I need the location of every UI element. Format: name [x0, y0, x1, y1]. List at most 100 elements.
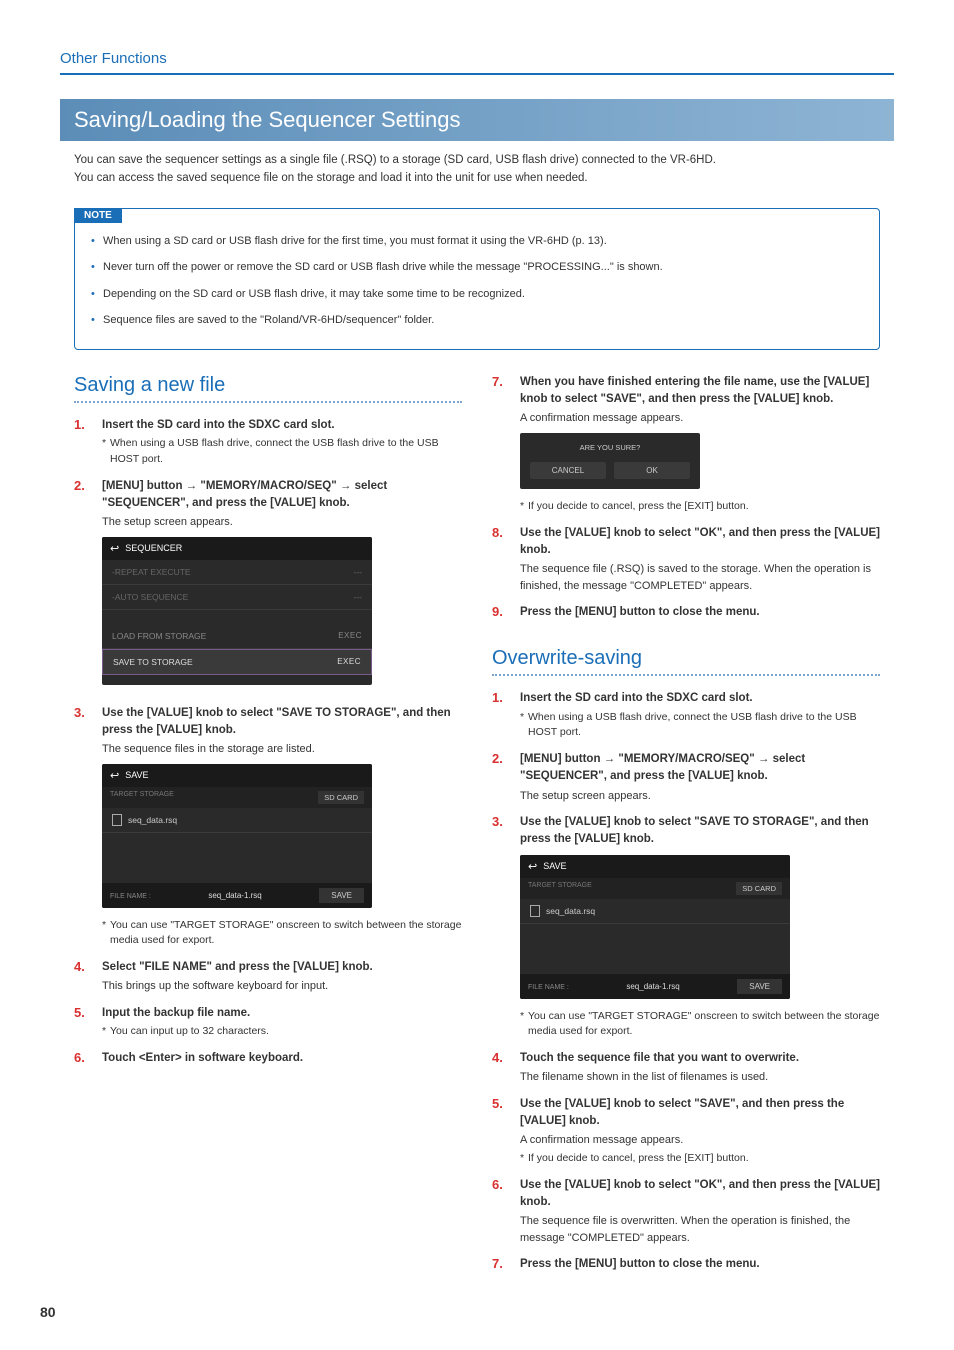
- step: 6. Use the [VALUE] knob to select "OK", …: [492, 1177, 880, 1247]
- step-number: 1.: [74, 417, 92, 468]
- intro-line-2: You can access the saved sequence file o…: [74, 169, 880, 187]
- step-title: Use the [VALUE] knob to select "SAVE", a…: [520, 1096, 880, 1131]
- seq-row-val: ---: [354, 567, 363, 577]
- seq-row-val: ---: [354, 592, 363, 602]
- step-number: 7.: [492, 1256, 510, 1273]
- section-title-overwrite: Overwrite-saving: [492, 647, 880, 670]
- seq-header-label: SEQUENCER: [125, 543, 182, 553]
- sequencer-screenshot: ↩SEQUENCER -REPEAT EXECUTE--- -AUTO SEQU…: [102, 537, 372, 685]
- step: 4. Touch the sequence file that you want…: [492, 1050, 880, 1086]
- step-text: A confirmation message appears.: [520, 410, 880, 427]
- page-number: 80: [40, 1304, 56, 1320]
- step-note: You can use "TARGET STORAGE" onscreen to…: [520, 1009, 880, 1041]
- step-number: 9.: [492, 604, 510, 621]
- confirm-dialog-screenshot: ARE YOU SURE? CANCEL OK: [520, 433, 700, 489]
- back-icon: ↩: [110, 542, 119, 555]
- step-number: 5.: [492, 1096, 510, 1167]
- breadcrumb: Other Functions: [60, 50, 894, 75]
- sd-card-label: SD CARD: [736, 882, 782, 895]
- step-text: This brings up the software keyboard for…: [102, 978, 462, 995]
- intro-line-1: You can save the sequencer settings as a…: [74, 151, 880, 169]
- file-icon: [112, 814, 122, 826]
- step-number: 2.: [74, 478, 92, 695]
- back-icon: ↩: [528, 860, 537, 873]
- step-title: [MENU] button → "MEMORY/MACRO/SEQ" → sel…: [520, 751, 880, 786]
- filename-value: seq_data-1.rsq: [208, 891, 261, 900]
- step: 1. Insert the SD card into the SDXC card…: [74, 417, 462, 468]
- step: 2. [MENU] button → "MEMORY/MACRO/SEQ" → …: [74, 478, 462, 695]
- main-title: Saving/Loading the Sequencer Settings: [60, 99, 894, 141]
- step-number: 4.: [492, 1050, 510, 1086]
- save-header-label: SAVE: [125, 770, 148, 780]
- step-title: Use the [VALUE] knob to select "SAVE TO …: [520, 814, 880, 849]
- step-title: Insert the SD card into the SDXC card sl…: [102, 417, 462, 434]
- step: 3. Use the [VALUE] knob to select "SAVE …: [74, 705, 462, 950]
- step-number: 2.: [492, 751, 510, 804]
- step-note: If you decide to cancel, press the [EXIT…: [520, 1151, 880, 1167]
- step-number: 3.: [492, 814, 510, 1040]
- step-text: The setup screen appears.: [520, 788, 880, 805]
- file-name: seq_data.rsq: [128, 815, 177, 825]
- seq-row-val: EXEC: [338, 631, 362, 641]
- intro-text: You can save the sequencer settings as a…: [60, 151, 894, 188]
- save-header-label: SAVE: [543, 861, 566, 871]
- note-label: NOTE: [74, 208, 122, 223]
- step-number: 7.: [492, 374, 510, 515]
- step-text: The setup screen appears.: [102, 514, 462, 531]
- dotted-divider: [74, 401, 462, 403]
- step: 6. Touch <Enter> in software keyboard.: [74, 1050, 462, 1067]
- step-note: You can input up to 32 characters.: [102, 1024, 462, 1040]
- step-text: The sequence file is overwritten. When t…: [520, 1213, 880, 1246]
- step: 4. Select "FILE NAME" and press the [VAL…: [74, 959, 462, 995]
- step: 9. Press the [MENU] button to close the …: [492, 604, 880, 621]
- step-title: [MENU] button → "MEMORY/MACRO/SEQ" → sel…: [102, 478, 462, 513]
- target-label: TARGET STORAGE: [528, 882, 592, 895]
- step: 5. Input the backup file name. You can i…: [74, 1005, 462, 1040]
- step-title: Touch the sequence file that you want to…: [520, 1050, 880, 1067]
- sd-card-label: SD CARD: [318, 791, 364, 804]
- seq-row-label: LOAD FROM STORAGE: [112, 631, 206, 641]
- step: 7. Press the [MENU] button to close the …: [492, 1256, 880, 1273]
- file-name: seq_data.rsq: [546, 906, 595, 916]
- step-text: The filename shown in the list of filena…: [520, 1069, 880, 1086]
- save-button: SAVE: [319, 888, 364, 903]
- step-title: Use the [VALUE] knob to select "SAVE TO …: [102, 705, 462, 740]
- step-title: Use the [VALUE] knob to select "OK", and…: [520, 525, 880, 560]
- target-label: TARGET STORAGE: [110, 791, 174, 804]
- step: 1. Insert the SD card into the SDXC card…: [492, 690, 880, 741]
- seq-row-label: SAVE TO STORAGE: [113, 657, 193, 667]
- step-note: If you decide to cancel, press the [EXIT…: [520, 499, 880, 515]
- right-column: 7. When you have finished entering the f…: [492, 374, 880, 1284]
- note-item: Never turn off the power or remove the S…: [89, 259, 865, 276]
- step-title: Press the [MENU] button to close the men…: [520, 604, 880, 621]
- step-number: 8.: [492, 525, 510, 595]
- file-icon: [530, 905, 540, 917]
- step-title: Use the [VALUE] knob to select "OK", and…: [520, 1177, 880, 1212]
- cancel-button: CANCEL: [530, 462, 606, 479]
- step-number: 1.: [492, 690, 510, 741]
- left-column: Saving a new file 1. Insert the SD card …: [74, 374, 462, 1284]
- step-number: 4.: [74, 959, 92, 995]
- step-note: When using a USB flash drive, connect th…: [102, 436, 462, 468]
- step: 5. Use the [VALUE] knob to select "SAVE"…: [492, 1096, 880, 1167]
- note-item: Depending on the SD card or USB flash dr…: [89, 286, 865, 303]
- step-title: When you have finished entering the file…: [520, 374, 880, 409]
- step-title: Insert the SD card into the SDXC card sl…: [520, 690, 880, 707]
- step-note: You can use "TARGET STORAGE" onscreen to…: [102, 918, 462, 950]
- dialog-text: ARE YOU SURE?: [530, 443, 690, 452]
- step: 7. When you have finished entering the f…: [492, 374, 880, 515]
- step-number: 3.: [74, 705, 92, 950]
- step-title: Input the backup file name.: [102, 1005, 462, 1022]
- section-title-saving-new: Saving a new file: [74, 374, 462, 397]
- note-box: NOTE When using a SD card or USB flash d…: [74, 208, 880, 350]
- step-title: Select "FILE NAME" and press the [VALUE]…: [102, 959, 462, 976]
- note-item: When using a SD card or USB flash drive …: [89, 233, 865, 250]
- seq-row-label: -AUTO SEQUENCE: [112, 592, 188, 602]
- step: 3. Use the [VALUE] knob to select "SAVE …: [492, 814, 880, 1040]
- step-number: 5.: [74, 1005, 92, 1040]
- back-icon: ↩: [110, 769, 119, 782]
- step-text: The sequence files in the storage are li…: [102, 741, 462, 758]
- filename-label: FILE NAME :: [110, 893, 151, 900]
- step-text: A confirmation message appears.: [520, 1132, 880, 1149]
- dotted-divider: [492, 674, 880, 676]
